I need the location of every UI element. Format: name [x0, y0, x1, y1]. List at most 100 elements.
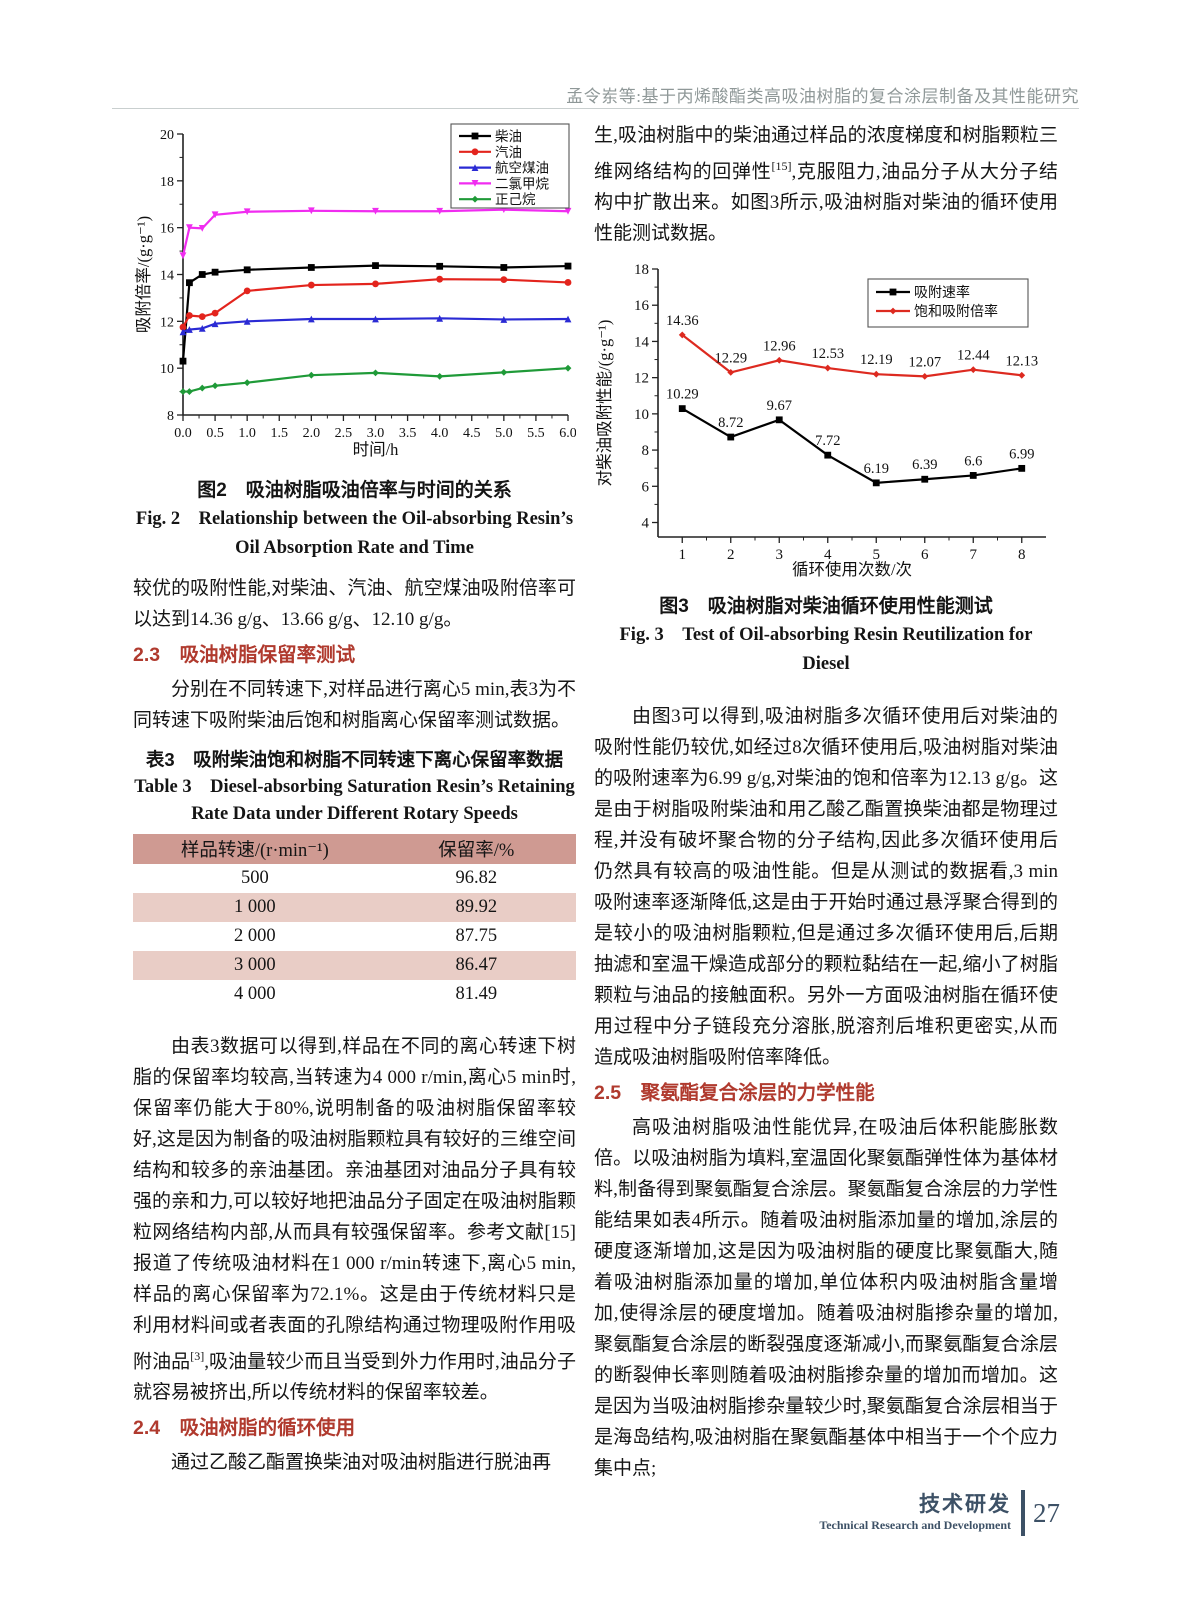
paragraph: 分别在不同转速下,对样品进行离心5 min,表3为不同转速下吸附柴油后饱和树脂离…	[133, 679, 576, 731]
svg-text:14: 14	[634, 335, 650, 351]
svg-text:16: 16	[634, 299, 650, 315]
svg-text:1.5: 1.5	[271, 426, 289, 441]
svg-text:14: 14	[160, 269, 174, 284]
svg-text:6.19: 6.19	[864, 461, 889, 477]
table-row: 2 000 87.75	[133, 922, 576, 951]
table3-title-en-line2: Rate Data under Different Rotary Speeds	[191, 804, 518, 824]
svg-text:12: 12	[160, 315, 174, 330]
paragraph: 由表3数据可以得到,样品在不同的离心转速下树脂的保留率均较高,当转速为4 000…	[133, 1031, 576, 1408]
svg-text:12.13: 12.13	[1005, 354, 1038, 370]
svg-text:2.5: 2.5	[335, 426, 353, 441]
svg-text:饱和吸附倍率: 饱和吸附倍率	[914, 303, 998, 320]
fig2-caption-en-line2: Oil Absorption Rate and Time	[235, 538, 474, 558]
svg-text:7: 7	[970, 547, 978, 563]
fig2-caption-zh: 图2 吸油树脂吸油倍率与时间的关系	[197, 480, 512, 501]
svg-text:10: 10	[634, 407, 649, 423]
paragraph-text: ,吸油量较少而且当受到外力作用时,油品分子就容易被挤出,所以传统材料的保留率较差…	[133, 1351, 576, 1404]
svg-text:8: 8	[642, 443, 650, 459]
paragraph: 较优的吸附性能,对柴油、汽油、航空煤油吸附倍率可以达到14.36 g/g、13.…	[133, 578, 576, 630]
paragraph: 生,吸油树脂中的柴油通过样品的浓度梯度和树脂颗粒三维网络结构的回弹性[15],克…	[594, 120, 1058, 249]
svg-text:14.36: 14.36	[666, 313, 699, 329]
section-heading-2-3: 2.3 吸油树脂保留率测试	[133, 644, 356, 666]
svg-text:5.5: 5.5	[527, 426, 545, 441]
svg-text:6.0: 6.0	[559, 426, 576, 441]
running-header: 孟令岽等:基于丙烯酸酯类高吸油树脂的复合涂层制备及其性能研究	[566, 87, 1079, 106]
footer-divider	[1021, 1490, 1025, 1536]
svg-text:6.99: 6.99	[1009, 447, 1034, 463]
svg-text:10: 10	[160, 362, 174, 377]
svg-text:对柴油吸附性能/(g·g⁻¹): 对柴油吸附性能/(g·g⁻¹)	[595, 320, 614, 487]
table-cell: 81.49	[455, 984, 498, 1004]
svg-text:2: 2	[727, 547, 735, 563]
table-cell: 500	[240, 868, 269, 888]
table3-header-row: 样品转速/(r·min⁻¹) 保留率/%	[133, 834, 576, 864]
svg-text:12.07: 12.07	[908, 355, 941, 371]
svg-text:航空煤油: 航空煤油	[495, 161, 549, 176]
table-cell: 89.92	[455, 897, 498, 917]
paragraph: 高吸油树脂吸油性能优异,在吸油后体积能膨胀数倍。以吸油树脂为填料,室温固化聚氨酯…	[594, 1117, 1058, 1480]
svg-text:正己烷: 正己烷	[495, 192, 536, 207]
section-heading-2-4: 2.4 吸油树脂的循环使用	[133, 1417, 356, 1440]
table-row: 1 000 89.92	[133, 893, 576, 922]
svg-text:3.5: 3.5	[399, 426, 417, 441]
svg-text:吸附倍率/(g·g⁻¹): 吸附倍率/(g·g⁻¹)	[134, 216, 153, 333]
svg-text:0.0: 0.0	[174, 426, 192, 441]
svg-text:汽油: 汽油	[495, 145, 522, 160]
fig3-chart: 1 2 3 4 5 6 7 84681012141618循环使用次数/次对柴油吸附性能/(g·…	[595, 262, 1046, 579]
table3: 样品转速/(r·min⁻¹) 保留率/% 500 96.82 1 000 89.92 2…	[133, 834, 576, 1009]
table-cell: 96.82	[455, 868, 498, 888]
table-cell: 2 000	[234, 926, 276, 946]
svg-text:1.0: 1.0	[238, 426, 256, 441]
svg-text:18: 18	[634, 262, 649, 278]
right-column: 生,吸油树脂中的柴油通过样品的浓度梯度和树脂颗粒三维网络结构的回弹性[15],克…	[594, 120, 1058, 1484]
svg-text:12: 12	[634, 371, 649, 387]
svg-text:二氯甲烷: 二氯甲烷	[495, 176, 549, 191]
svg-text:18: 18	[160, 175, 174, 190]
svg-text:1: 1	[679, 547, 687, 563]
table3-title-en-line1: Table 3 Diesel-absorbing Saturation Resi…	[134, 777, 575, 797]
page-number: 27	[1033, 1497, 1060, 1528]
footer-label-zh: 技术研发	[919, 1493, 1011, 1516]
svg-text:12.44: 12.44	[957, 348, 990, 364]
svg-text:9.67: 9.67	[767, 398, 792, 414]
svg-text:4: 4	[824, 547, 832, 563]
spacer	[594, 679, 1058, 701]
paragraph-text: 生,吸油树脂中的柴油通过样品的浓度梯度和树脂颗粒三维网络结构的回弹性	[594, 125, 1058, 183]
svg-text:4: 4	[642, 516, 650, 532]
svg-text:5.0: 5.0	[495, 426, 513, 441]
fig2-caption-en-line1: Fig. 2 Relationship between the Oil-abso…	[135, 509, 574, 529]
svg-text:3.0: 3.0	[367, 426, 385, 441]
svg-text:6: 6	[921, 547, 929, 563]
svg-text:0.5: 0.5	[206, 426, 224, 441]
svg-text:循环使用次数/次: 循环使用次数/次	[792, 560, 912, 579]
fig3-caption-zh: 图3 吸油树脂对柴油循环使用性能测试	[659, 596, 993, 618]
table3-header-speed: 样品转速/(r·min⁻¹)	[133, 834, 377, 864]
fig3-caption-en: Fig. 3 Test of Oil-absorbing Resin Reuti…	[619, 625, 1033, 675]
svg-text:柴油: 柴油	[495, 129, 522, 144]
paragraph-text: ,克服阻力,油品分子从大分子结构中扩散出来。如图3所示,吸油树脂对柴油的循环使用…	[594, 161, 1058, 245]
svg-text:6.6: 6.6	[964, 454, 982, 470]
svg-text:4.0: 4.0	[431, 426, 449, 441]
svg-text:8.72: 8.72	[718, 415, 743, 431]
svg-text:8: 8	[167, 409, 174, 424]
section-heading-2-5: 2.5 聚氨酯复合涂层的力学性能	[594, 1082, 875, 1105]
svg-text:7.72: 7.72	[815, 433, 840, 449]
svg-text:12.19: 12.19	[860, 353, 893, 369]
svg-text:时间/h: 时间/h	[353, 440, 400, 459]
table-row: 3 000 86.47	[133, 951, 576, 980]
svg-text:6: 6	[642, 480, 650, 496]
table-cell: 1 000	[234, 897, 276, 917]
paragraph: 由图3可以得到,吸油树脂多次循环使用后对柴油的吸附性能仍较优,如经过8次循环使用…	[594, 706, 1058, 1069]
page-footer: 技术研发 Technical Research and Development …	[819, 1490, 1060, 1536]
table-cell: 3 000	[234, 955, 276, 975]
table-row: 4 000 81.49	[133, 980, 576, 1009]
svg-text:12.29: 12.29	[714, 351, 747, 367]
table-cell: 87.75	[455, 926, 498, 946]
svg-text:吸附速率: 吸附速率	[914, 284, 970, 301]
table3-header-retention: 保留率/%	[376, 834, 576, 864]
table-cell: 86.47	[455, 955, 498, 975]
svg-text:5: 5	[873, 547, 881, 563]
fig2-chart: 0.0 0.5 1.0 1.5 2.0 2.5 3.0 3.5 4.0 4.5 5.0 5.5 6.0 8…	[134, 123, 576, 459]
footer-label-en: Technical Research and Development	[819, 1518, 1011, 1532]
svg-text:8: 8	[1018, 547, 1026, 563]
